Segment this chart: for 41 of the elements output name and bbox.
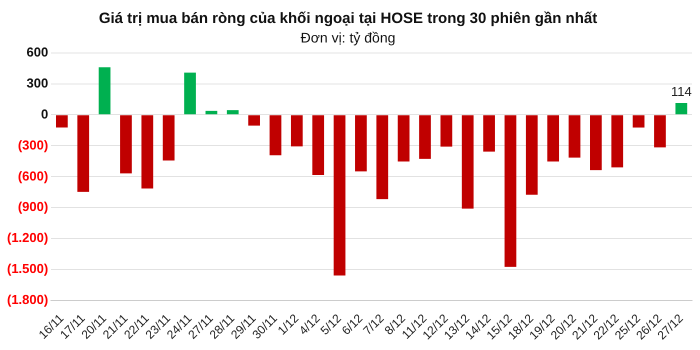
bar <box>98 67 110 114</box>
bar <box>568 115 580 158</box>
bar <box>184 72 196 114</box>
bar <box>226 110 239 114</box>
data-label: 114 <box>670 84 692 100</box>
bar <box>526 115 538 195</box>
bar <box>462 115 474 209</box>
bar <box>398 115 410 162</box>
bar <box>654 115 666 148</box>
y-tick-label: 300 <box>26 75 48 90</box>
y-tick-label: (300) <box>18 137 48 152</box>
chart-title: Giá trị mua bán ròng của khối ngoại tại HOSE trong 30 phiên gần nhất <box>98 10 598 28</box>
bar <box>270 115 282 156</box>
y-tick-label: (900) <box>18 199 48 214</box>
bar <box>355 115 367 172</box>
bar <box>611 115 624 168</box>
bar <box>483 115 495 152</box>
y-tick-label: (1.500) <box>6 261 48 276</box>
y-tick-label: 600 <box>26 44 48 60</box>
bar <box>77 115 90 192</box>
bar <box>312 115 324 176</box>
bar <box>547 115 560 162</box>
y-tick-label: (1.800) <box>6 292 48 308</box>
bar <box>419 115 431 159</box>
bar <box>504 115 516 267</box>
chart-subtitle: Đơn vị: tỷ đồng <box>300 29 396 46</box>
bar <box>334 115 346 276</box>
bar <box>56 115 68 128</box>
y-tick-label: 0 <box>40 106 48 122</box>
bar <box>632 115 644 128</box>
bar <box>675 102 688 114</box>
y-tick-label: (1.200) <box>6 230 48 246</box>
bar <box>290 115 303 146</box>
bar <box>162 115 175 160</box>
bar <box>376 115 388 200</box>
y-tick-label: (600) <box>18 168 48 184</box>
bar <box>590 115 602 170</box>
bar <box>440 115 452 147</box>
bar <box>248 115 260 126</box>
bar <box>120 115 132 174</box>
bar <box>141 115 154 188</box>
